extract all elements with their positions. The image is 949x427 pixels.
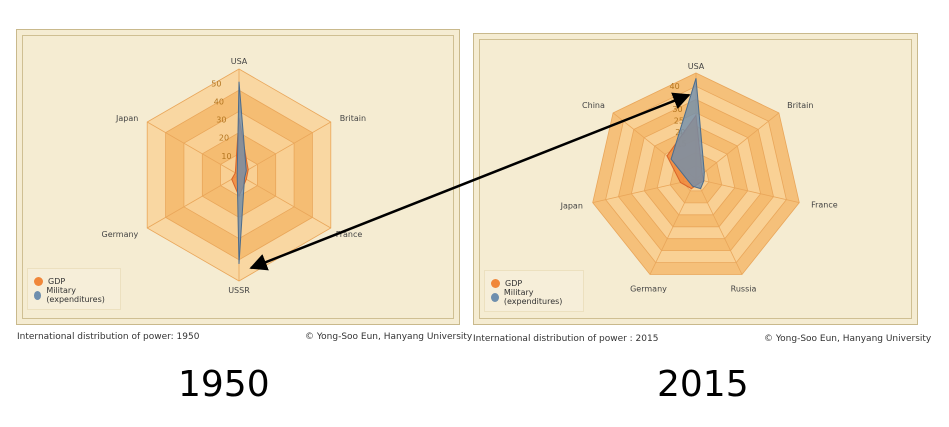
axis-spoke xyxy=(695,178,800,203)
copyright-2015: © Yong-Soo Eun, Hanyang University xyxy=(764,334,932,344)
legend-swatch-gdp xyxy=(491,278,500,288)
copyright-1950: © Yong-Soo Eun, Hanyang University xyxy=(305,332,473,342)
axis-label-china: China xyxy=(582,101,605,110)
tick-label: 30 xyxy=(672,105,682,114)
tick-label: 40 xyxy=(214,98,224,107)
axis-spoke xyxy=(147,174,240,229)
tick-label: 30 xyxy=(216,116,226,125)
axis-spoke xyxy=(147,121,240,176)
tick-label: 20 xyxy=(219,134,229,143)
axis-spoke xyxy=(695,112,780,180)
year-label-1950: 1950 xyxy=(178,364,270,405)
legend-swatch-military xyxy=(491,292,499,302)
caption-1950: International distribution of power: 195… xyxy=(17,332,200,342)
legend-item-gdp: GDP xyxy=(485,276,583,290)
tick-label: 10 xyxy=(221,152,231,161)
axis-label-usa: USA xyxy=(231,57,248,66)
axis-label-usa: USA xyxy=(688,62,705,71)
legend-2015: GDP Military (expenditures) xyxy=(484,270,584,312)
year-label-2015: 2015 xyxy=(657,364,749,405)
legend-label-military: Military (expenditures) xyxy=(503,288,563,306)
legend-swatch-military xyxy=(34,290,42,300)
caption-2015: International distribution of power : 20… xyxy=(473,334,659,344)
chart-panel-2015: 152025303540USABritainFranceRussiaGerman… xyxy=(473,33,918,325)
legend-1950: GDP Military (expenditures) xyxy=(27,268,121,310)
axis-label-britain: Britain xyxy=(787,101,813,110)
series-military-shape xyxy=(236,81,247,265)
legend-label-gdp: GDP xyxy=(505,278,523,288)
axis-label-france: France xyxy=(811,200,838,209)
axis-label-france: France xyxy=(336,230,363,239)
tick-label: 40 xyxy=(670,82,680,91)
legend-item-military: Military (expenditures) xyxy=(485,288,583,306)
axis-label-russia: Russia xyxy=(731,285,757,294)
axis-label-japan: Japan xyxy=(115,114,138,123)
chart-panel-1950: 10 20 30 40 50 USA Britain France USSR Germany Jap… xyxy=(16,29,460,325)
axis-label-germany: Germany xyxy=(102,230,139,239)
axis-label-ussr: USSR xyxy=(228,286,250,295)
legend-label-military: Military (expenditures) xyxy=(46,286,105,304)
legend-item-military: Military (expenditures) xyxy=(28,286,120,304)
legend-label-gdp: GDP xyxy=(48,276,66,286)
tick-label: 35 xyxy=(671,93,681,102)
axis-label-britain: Britain xyxy=(340,114,366,123)
legend-swatch-gdp xyxy=(34,276,43,286)
axis-label-japan: Japan xyxy=(560,201,583,210)
tick-label: 50 xyxy=(211,79,221,88)
legend-item-gdp: GDP xyxy=(28,274,120,288)
axis-label-germany: Germany xyxy=(630,285,667,294)
axis-spoke xyxy=(695,178,743,275)
